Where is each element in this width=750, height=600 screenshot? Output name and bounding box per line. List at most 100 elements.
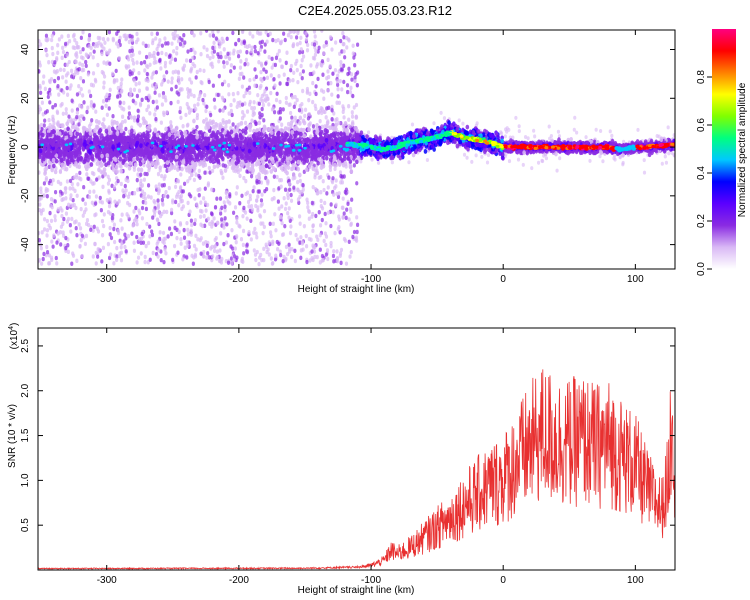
- heatmap-cell: [349, 169, 354, 174]
- heatmap-cell: [166, 41, 170, 46]
- heatmap-cell: [202, 196, 206, 201]
- heatmap-cell: [217, 44, 222, 49]
- heatmap-cell: [82, 100, 86, 105]
- heatmap-cell: [290, 254, 294, 260]
- heatmap-cell: [320, 124, 324, 130]
- heatmap-cell: [195, 115, 199, 121]
- heatmap-cell: [111, 167, 116, 172]
- heatmap-cell: [130, 231, 134, 236]
- heatmap-cell: [271, 106, 275, 112]
- heatmap-cell: [220, 82, 225, 87]
- heatmap-cell: [262, 67, 266, 72]
- heatmap-cell: [108, 197, 112, 202]
- heatmap-cell: [135, 177, 139, 183]
- heatmap-cell: [101, 36, 106, 42]
- heatmap-cell: [223, 204, 227, 209]
- heatmap-cell: [85, 109, 89, 115]
- heatmap-cell: [236, 123, 240, 128]
- heatmap-cell: [79, 114, 83, 119]
- heatmap-cell: [205, 53, 210, 59]
- heatmap-cell: [84, 207, 88, 212]
- heatmap-cell: [332, 192, 336, 197]
- heatmap-cell: [285, 251, 290, 257]
- heatmap-cell: [167, 185, 171, 191]
- heatmap-cell: [333, 230, 337, 236]
- heatmap-cell: [168, 60, 172, 65]
- heatmap-cell: [51, 105, 55, 110]
- heatmap-cell: [258, 40, 262, 45]
- heatmap-cell: [186, 105, 190, 110]
- heatmap-cell: [140, 183, 145, 188]
- heatmap-cell: [87, 33, 92, 38]
- heatmap-cell: [50, 239, 54, 244]
- heatmap-cell: [263, 49, 267, 54]
- heatmap-cell: [334, 202, 338, 207]
- heatmap-cell: [79, 177, 83, 182]
- heatmap-cell: [337, 214, 341, 219]
- heatmap-cell: [219, 231, 223, 236]
- heatmap-cell: [74, 219, 78, 224]
- heatmap-cell: [78, 243, 82, 249]
- heatmap-cell: [153, 128, 158, 134]
- heatmap-cell: [97, 167, 101, 173]
- heatmap-cell: [143, 259, 147, 265]
- heatmap-cell: [323, 211, 327, 217]
- heatmap-cell: [346, 71, 350, 77]
- heatmap-cell: [329, 202, 333, 207]
- heatmap-cell: [64, 107, 68, 112]
- heatmap-cell: [193, 254, 198, 259]
- heatmap-cell: [81, 93, 85, 98]
- heatmap-cell: [105, 92, 109, 98]
- heatmap-cell: [75, 51, 79, 56]
- heatmap-cell: [211, 54, 215, 59]
- heatmap-cell: [51, 178, 55, 183]
- heatmap-cell: [272, 109, 277, 115]
- heatmap-cell: [54, 255, 58, 261]
- figure-title: C2E4.2025.055.03.23.R12: [298, 3, 452, 18]
- heatmap-cell: [301, 182, 305, 188]
- heatmap-cell: [99, 208, 103, 213]
- heatmap-cell: [55, 261, 59, 266]
- heatmap-cell: [162, 240, 166, 246]
- heatmap-cell: [307, 97, 311, 103]
- heatmap-cell: [156, 43, 160, 49]
- heatmap-cell: [78, 49, 83, 55]
- heatmap-cell: [186, 179, 190, 184]
- heatmap-cell: [226, 199, 230, 204]
- heatmap-cell: [102, 212, 106, 217]
- heatmap-cell: [303, 107, 308, 113]
- heatmap-cell: [124, 126, 128, 132]
- heatmap-cell: [45, 233, 49, 238]
- heatmap-cell: [269, 73, 273, 78]
- heatmap-cell: [271, 221, 275, 227]
- heatmap-cell: [172, 49, 176, 54]
- heatmap-cell: [170, 80, 174, 85]
- heatmap-cell: [84, 233, 89, 239]
- heatmap-cell: [40, 100, 45, 105]
- heatmap-cell: [199, 51, 203, 57]
- heatmap-cell: [193, 63, 197, 69]
- heatmap-cell: [310, 249, 314, 254]
- heatmap-cell: [336, 87, 340, 92]
- heatmap-cell: [341, 196, 345, 201]
- heatmap-cell: [511, 135, 515, 140]
- heatmap-cell: [151, 250, 155, 256]
- heatmap-cell: [57, 92, 61, 97]
- heatmap-cell: [205, 104, 209, 109]
- heatmap-cell: [104, 98, 109, 103]
- heatmap-cell: [239, 59, 243, 64]
- heatmap-cell: [194, 107, 198, 112]
- heatmap-cell: [96, 229, 101, 234]
- heatmap-cell: [115, 201, 119, 206]
- heatmap-cell: [234, 191, 238, 196]
- heatmap-cell: [87, 123, 92, 129]
- heatmap-cell: [272, 76, 276, 82]
- heatmap-marks: [38, 30, 675, 267]
- heatmap-cell: [326, 81, 330, 86]
- heatmap-cell: [211, 30, 215, 35]
- heatmap-cell: [60, 34, 64, 39]
- heatmap-cell: [304, 37, 309, 42]
- heatmap-cell: [94, 261, 98, 266]
- heatmap-cell: [68, 86, 72, 91]
- heatmap-cell: [294, 232, 298, 238]
